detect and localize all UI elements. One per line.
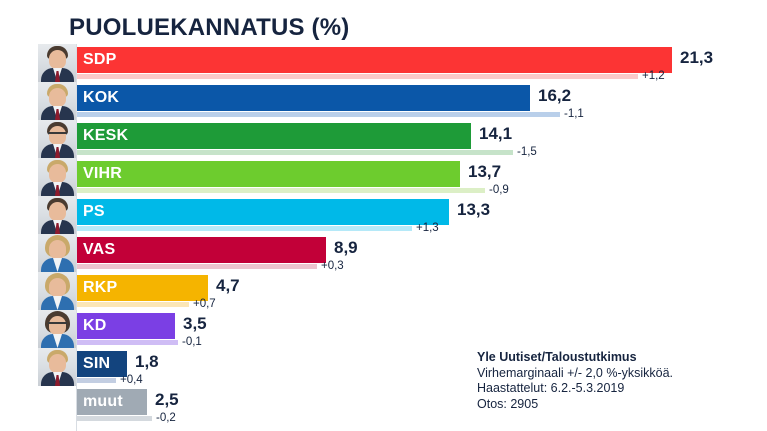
bar-delta-label: -0,9 <box>489 184 509 196</box>
bar-kd: KD <box>77 313 175 339</box>
bar-value-label: 4,7 <box>216 276 240 295</box>
bar-party-label: RKP <box>83 279 118 296</box>
party-leader-portrait <box>38 234 76 272</box>
bar-previous-rkp <box>77 302 189 307</box>
bar-value-label: 21,3 <box>680 48 714 67</box>
bar-value-label: 14,1 <box>479 124 513 143</box>
bar-party-label: KD <box>83 317 107 334</box>
bar-party-label: VIHR <box>83 165 123 182</box>
bar-kesk: KESK <box>77 123 471 149</box>
party-leader-portrait <box>38 82 76 120</box>
bar-row: SIN 1,8 +0,4 <box>0 348 767 386</box>
bar-previous-muut <box>77 416 152 421</box>
footnote-block: Yle Uutiset/Taloustutkimus Virhemarginaa… <box>477 350 673 412</box>
bar-sin: SIN <box>77 351 127 377</box>
bar-previous-vas <box>77 264 317 269</box>
bar-party-label: SIN <box>83 355 111 372</box>
bar-value-label: 13,3 <box>457 200 491 219</box>
bar-previous-sin <box>77 378 116 383</box>
bar-previous-vihr <box>77 188 485 193</box>
bar-delta-label: -1,5 <box>517 146 537 158</box>
footnote-sample: Otos: 2905 <box>477 396 539 411</box>
bar-party-label: KOK <box>83 89 120 106</box>
bar-row: KESK 14,1 -1,5 <box>0 120 767 158</box>
bar-row: RKP 4,7 +0,7 <box>0 272 767 310</box>
bar-value-label: 8,9 <box>334 238 358 257</box>
party-leader-portrait <box>38 158 76 196</box>
footnote-source: Yle Uutiset/Taloustutkimus <box>477 350 637 364</box>
party-leader-portrait <box>38 310 76 348</box>
bar-vas: VAS <box>77 237 326 263</box>
bar-delta-label: +1,3 <box>416 222 439 234</box>
page-title: PUOLUEKANNATUS (%) <box>69 14 350 41</box>
bar-sdp: SDP <box>77 47 672 73</box>
bar-value-label: 2,5 <box>155 390 179 409</box>
footnote-interviews: Haastattelut: 6.2.-5.3.2019 <box>477 381 625 396</box>
bar-delta-label: +0,4 <box>120 374 143 386</box>
bar-previous-kesk <box>77 150 513 155</box>
bar-previous-sdp <box>77 74 638 79</box>
bar-delta-label: +0,3 <box>321 260 344 272</box>
bar-delta-label: -1,1 <box>564 108 584 120</box>
bar-kok: KOK <box>77 85 530 111</box>
bar-delta-label: -0,2 <box>156 412 176 424</box>
bar-party-label: muut <box>83 393 123 410</box>
bar-value-label: 1,8 <box>135 352 159 371</box>
bar-party-label: VAS <box>83 241 116 258</box>
bar-row: muut 2,5 -0,2 <box>0 386 767 424</box>
bar-row: VIHR 13,7 -0,9 <box>0 158 767 196</box>
bar-party-label: SDP <box>83 51 117 68</box>
bar-party-label: PS <box>83 203 105 220</box>
bar-vihr: VIHR <box>77 161 460 187</box>
bar-party-label: KESK <box>83 127 129 144</box>
bar-row: KD 3,5 -0,1 <box>0 310 767 348</box>
bar-delta-label: +1,2 <box>642 70 665 82</box>
bar-value-label: 13,7 <box>468 162 502 181</box>
bar-muut: muut <box>77 389 147 415</box>
bar-rows: SDP 21,3 +1,2 KOK 16,2 -1,1 KESK 14,1 -1,5 VIHR 13… <box>0 44 767 424</box>
bar-value-label: 3,5 <box>183 314 207 333</box>
party-leader-portrait <box>38 120 76 158</box>
axis-baseline <box>76 44 77 431</box>
bar-previous-kd <box>77 340 178 345</box>
bar-previous-kok <box>77 112 560 117</box>
bar-value-label: 16,2 <box>538 86 572 105</box>
bar-row: SDP 21,3 +1,2 <box>0 44 767 82</box>
bar-row: PS 13,3 +1,3 <box>0 196 767 234</box>
bar-delta-label: +0,7 <box>193 298 216 310</box>
bar-row: VAS 8,9 +0,3 <box>0 234 767 272</box>
bar-rkp: RKP <box>77 275 208 301</box>
bar-ps: PS <box>77 199 449 225</box>
bar-previous-ps <box>77 226 412 231</box>
party-leader-portrait <box>38 196 76 234</box>
party-leader-portrait <box>38 348 76 386</box>
party-leader-portrait <box>38 272 76 310</box>
party-leader-portrait <box>38 44 76 82</box>
bar-row: KOK 16,2 -1,1 <box>0 82 767 120</box>
bar-delta-label: -0,1 <box>182 336 202 348</box>
footnote-margin-of-error: Virhemarginaali +/- 2,0 %-yksikköä. <box>477 365 674 380</box>
